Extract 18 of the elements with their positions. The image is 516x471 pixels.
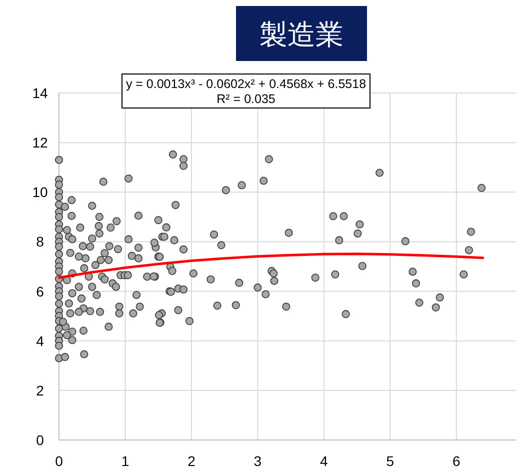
x-tick-label: 0 bbox=[55, 453, 64, 469]
y-tick-label: 8 bbox=[36, 234, 44, 250]
y-tick-label: 10 bbox=[32, 184, 48, 200]
y-tick-label: 0 bbox=[36, 432, 44, 448]
x-tick-label: 3 bbox=[254, 453, 262, 469]
x-tick-label: 1 bbox=[121, 453, 130, 469]
x-tick-label: 2 bbox=[188, 453, 196, 469]
y-tick-label: 12 bbox=[32, 134, 48, 151]
chart-title: 製造業 bbox=[260, 19, 344, 50]
text: y = 0.0013x³ - 0.0602x² + 0.4568x + 6.5518 bbox=[126, 77, 366, 91]
annotation: R² = 0.035 bbox=[216, 92, 276, 106]
x-tick-label: 4 bbox=[320, 453, 328, 469]
y-tick-label: 14 bbox=[32, 85, 48, 101]
x-tick-label: 5 bbox=[386, 453, 394, 469]
y-tick-label: 6 bbox=[36, 283, 44, 300]
y-tick-label: 2 bbox=[36, 382, 44, 398]
y-tick-label: 4 bbox=[36, 332, 44, 349]
x-tick-label: 6 bbox=[452, 453, 460, 469]
